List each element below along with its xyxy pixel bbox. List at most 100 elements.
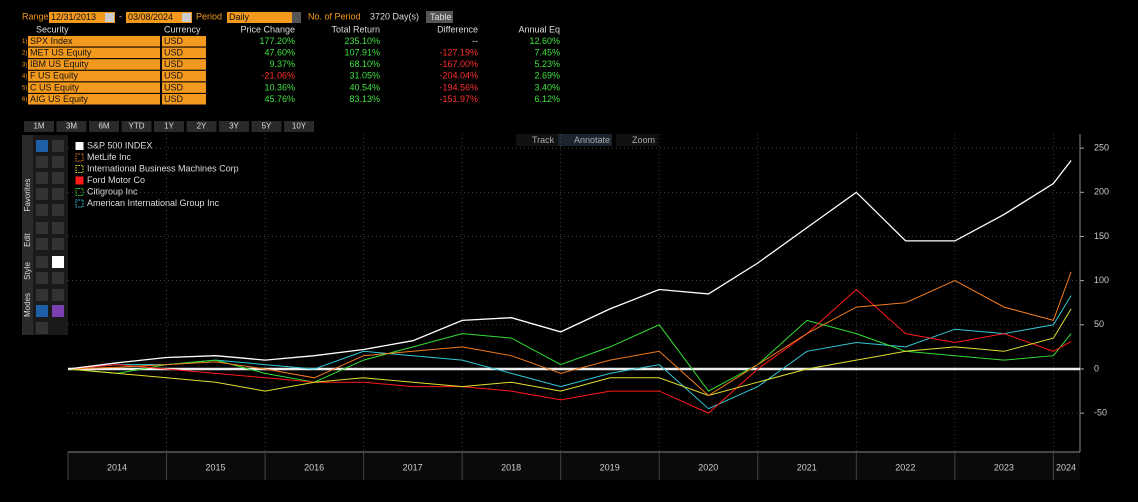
cell: USD (164, 59, 184, 69)
side-tab[interactable]: Favorites (23, 179, 32, 212)
draw-tool[interactable] (36, 188, 48, 200)
currency-cell[interactable] (162, 36, 206, 47)
currency-cell[interactable] (162, 70, 206, 82)
cell: 4) (22, 74, 27, 80)
settings-tool[interactable] (36, 322, 48, 334)
cell: -204.04% (439, 71, 478, 81)
range-button[interactable] (284, 121, 314, 132)
series-line (67, 308, 1072, 397)
cell: SPX Index (30, 36, 73, 46)
draw-tool[interactable] (52, 172, 64, 184)
edit-tool[interactable] (36, 222, 48, 234)
range-button[interactable] (251, 121, 282, 132)
start-input[interactable] (49, 12, 115, 23)
currency-cell[interactable] (162, 59, 206, 70)
draw-tool[interactable] (36, 156, 48, 168)
legend-swatch (75, 199, 84, 208)
cell: 10.36% (264, 82, 295, 92)
x-axis-band (68, 452, 1080, 480)
range-button[interactable] (56, 121, 87, 132)
table-button[interactable] (426, 11, 453, 23)
x-tick-label: 2023 (994, 462, 1014, 472)
delete-tool[interactable] (52, 238, 64, 250)
range-button-label: 2Y (197, 122, 207, 131)
column-header: Difference (437, 24, 478, 34)
side-tab[interactable]: Style (23, 262, 32, 280)
calendar-icon[interactable] (105, 13, 114, 22)
cell: USD (164, 47, 184, 57)
table-button-label: Table (430, 12, 452, 22)
y-tick-label: 250 (1094, 143, 1109, 153)
name-cell[interactable] (28, 94, 160, 105)
period-label: Period (196, 11, 222, 21)
cell: 47.60% (264, 47, 295, 57)
style-tool[interactable] (52, 272, 64, 284)
y-tick-label: 150 (1094, 231, 1109, 241)
range-button[interactable] (154, 121, 184, 132)
dropdown-arrow[interactable] (292, 12, 301, 23)
range-button[interactable] (24, 121, 54, 132)
cell: 6) (22, 97, 27, 103)
mode-tool[interactable] (36, 305, 48, 317)
color-tool[interactable] (52, 256, 64, 268)
cell: 5) (22, 85, 27, 91)
end-input[interactable] (126, 12, 192, 23)
name-cell[interactable] (28, 36, 160, 47)
cell: 12.60% (529, 36, 560, 46)
cell: AIG US Equity (30, 94, 89, 104)
chart-tool[interactable] (558, 134, 612, 146)
name-cell[interactable] (28, 47, 160, 59)
num-label: No. of Period (308, 11, 361, 21)
style-tool[interactable] (36, 272, 48, 284)
cell: -21.06% (261, 71, 295, 81)
legend-label: MetLife Inc (87, 152, 132, 162)
mode-tool[interactable] (36, 289, 48, 301)
cell: 31.05% (349, 71, 380, 81)
calendar-icon[interactable] (182, 13, 191, 22)
range-button[interactable] (186, 121, 217, 132)
range-button[interactable] (219, 121, 249, 132)
draw-tool[interactable] (52, 204, 64, 216)
cell: 1) (22, 39, 27, 45)
style-tool[interactable] (36, 256, 48, 268)
x-tick-label: 2019 (600, 462, 620, 472)
edit-tool[interactable] (52, 222, 64, 234)
cell: 83.13% (349, 94, 380, 104)
legend-label: American International Group Inc (87, 198, 220, 208)
chart-tool[interactable] (516, 134, 558, 146)
series-line (67, 271, 1072, 397)
cell: 3) (22, 62, 27, 68)
cell: 68.10% (349, 59, 380, 69)
currency-cell[interactable] (162, 82, 206, 93)
range-button[interactable] (121, 121, 152, 132)
mode-tool[interactable] (52, 289, 64, 301)
chart-tool[interactable] (616, 134, 658, 146)
name-cell[interactable] (28, 70, 160, 82)
currency-cell[interactable] (162, 94, 206, 105)
end-date: 03/08/2024 (128, 12, 173, 22)
cell: -- (472, 36, 478, 46)
name-cell[interactable] (28, 82, 160, 93)
range-button[interactable] (89, 121, 119, 132)
side-tab[interactable]: Modes (23, 293, 32, 317)
currency-cell[interactable] (162, 47, 206, 59)
period-value: Daily (229, 12, 250, 22)
range-label: Range (22, 11, 49, 21)
range-button-label: 1Y (164, 122, 174, 131)
draw-tool[interactable] (36, 204, 48, 216)
draw-tool[interactable] (36, 172, 48, 184)
series-line (67, 288, 1072, 414)
mode-tool[interactable] (52, 305, 64, 317)
period-select[interactable] (227, 12, 301, 23)
pointer-tool[interactable] (36, 140, 48, 152)
name-cell[interactable] (28, 59, 160, 70)
draw-tool[interactable] (52, 188, 64, 200)
chart: Track Annotate Zoom -50 0 50 100 150 200 250 2014 2… (67, 134, 1109, 480)
line-tool[interactable] (52, 140, 64, 152)
num-value: 3720 Day(s) (370, 11, 419, 21)
side-tab[interactable]: Edit (23, 232, 32, 247)
cell: IBM US Equity (30, 59, 89, 69)
edit-tool[interactable] (36, 238, 48, 250)
legend-label: International Business Machines Corp (87, 163, 239, 173)
draw-tool[interactable] (52, 156, 64, 168)
